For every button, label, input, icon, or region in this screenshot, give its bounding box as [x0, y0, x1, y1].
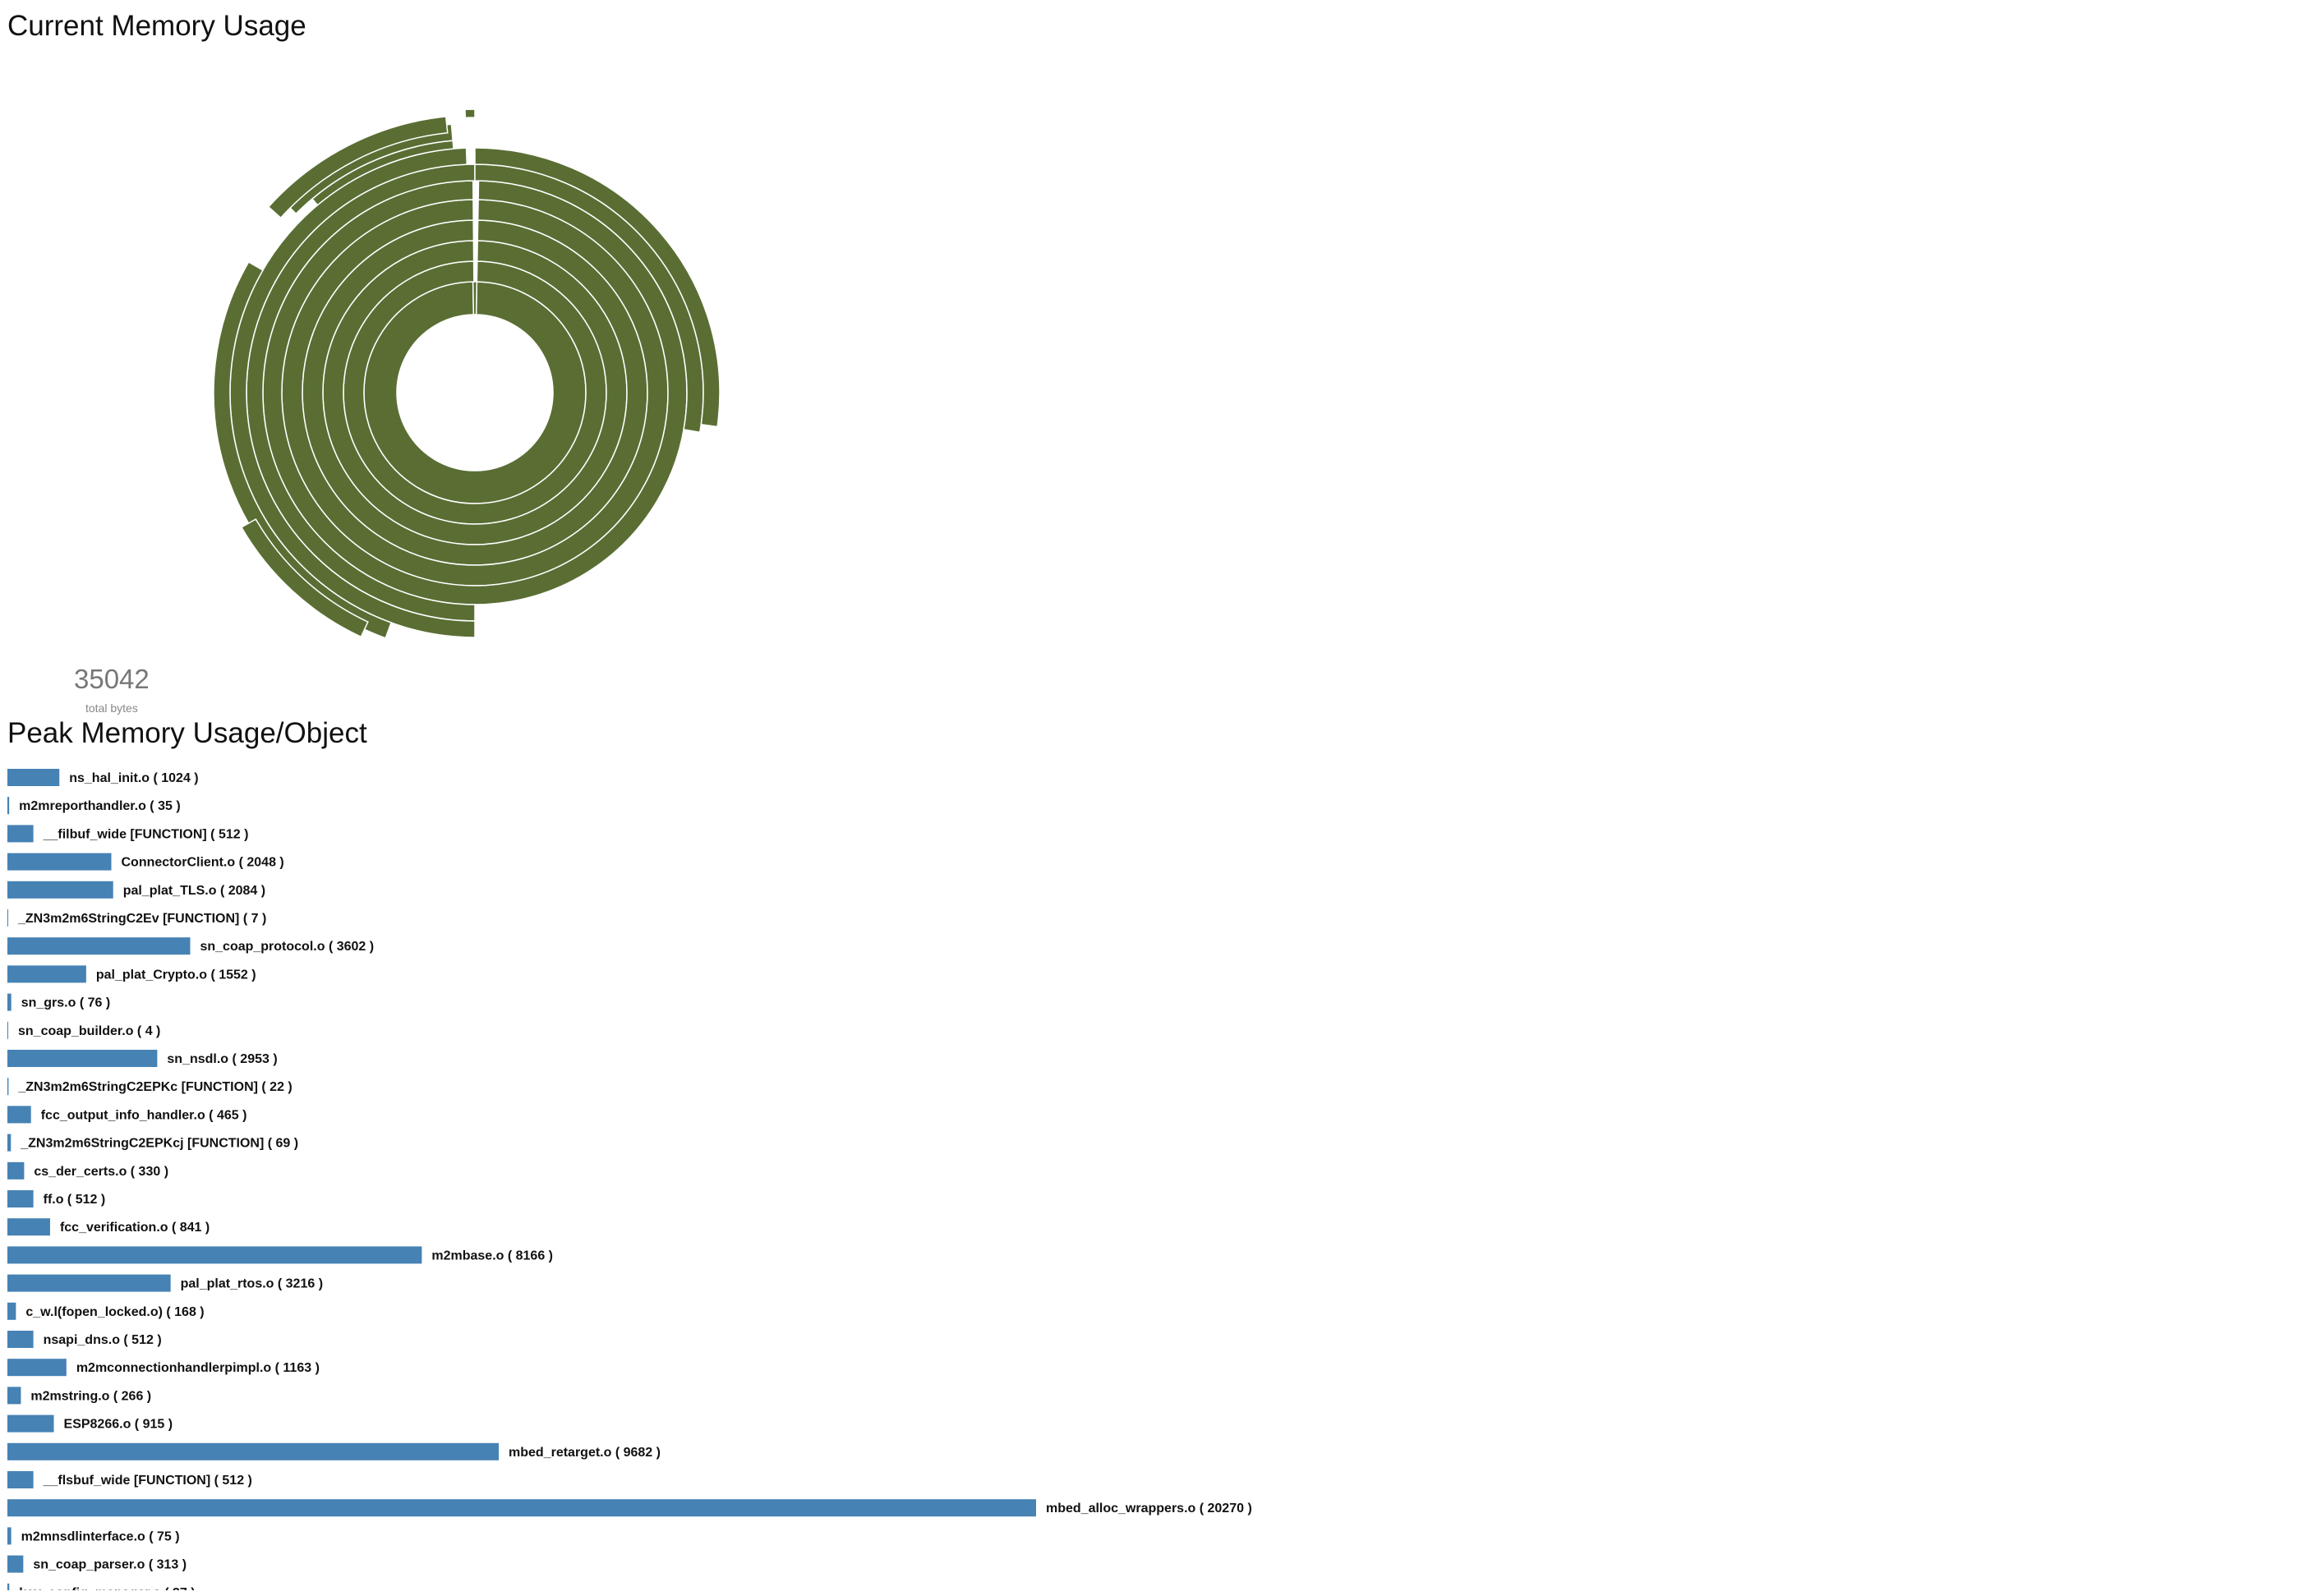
bar-label-6: sn_coap_protocol.o ( 3602 )	[200, 940, 374, 954]
bar-label-18: pal_plat_rtos.o ( 3216 )	[181, 1277, 323, 1291]
bar-6	[7, 937, 191, 955]
bar-label-19: c_w.l(fopen_locked.o) ( 168 )	[25, 1305, 204, 1319]
total-bytes-value: 35042	[74, 664, 150, 694]
bar-label-10: sn_nsdl.o ( 2953 )	[167, 1052, 277, 1066]
current-memory-title: Current Memory Usage	[7, 10, 306, 42]
sunburst-arc-10	[267, 116, 449, 219]
bar-label-11: _ZN3m2m6StringC2EPKc [FUNCTION] ( 22 )	[17, 1080, 292, 1094]
sunburst-chart: 35042 total bytes	[0, 49, 739, 715]
bar-22	[7, 1387, 21, 1405]
bar-label-28: sn_coap_parser.o ( 313 )	[33, 1558, 187, 1572]
bar-label-5: _ZN3m2m6StringC2Ev [FUNCTION] ( 7 )	[17, 912, 266, 926]
bar-label-1: m2mreporthandler.o ( 35 )	[19, 799, 181, 813]
bar-10	[7, 1050, 158, 1067]
bar-21	[7, 1359, 67, 1377]
bar-label-15: ff.o ( 512 )	[44, 1193, 106, 1207]
bar-0	[7, 769, 60, 786]
bar-27	[7, 1527, 12, 1545]
bar-label-2: __filbuf_wide [FUNCTION] ( 512 )	[43, 827, 249, 841]
bar-label-29: key_config_manager.o ( 37 )	[19, 1586, 195, 1590]
bar-17	[7, 1246, 422, 1264]
bar-label-24: mbed_retarget.o ( 9682 )	[509, 1446, 661, 1460]
bar-8	[7, 993, 12, 1011]
bar-25	[7, 1471, 34, 1488]
bar-label-14: cs_der_certs.o ( 330 )	[34, 1165, 168, 1179]
bar-label-21: m2mconnectionhandlerpimpl.o ( 1163 )	[76, 1361, 320, 1375]
bar-11	[7, 1078, 9, 1096]
bar-4	[7, 881, 113, 899]
bar-12	[7, 1106, 31, 1124]
bar-24	[7, 1442, 500, 1460]
sunburst-arc-7b	[474, 147, 721, 428]
bar-7	[7, 965, 86, 983]
bar-label-25: __flsbuf_wide [FUNCTION] ( 512 )	[43, 1474, 252, 1488]
bar-14	[7, 1161, 25, 1180]
bar-label-16: fcc_verification.o ( 841 )	[60, 1221, 210, 1235]
bar-13	[7, 1134, 12, 1152]
bar-19	[7, 1302, 16, 1320]
bar-label-4: pal_plat_TLS.o ( 2084 )	[123, 884, 265, 898]
bar-20	[7, 1331, 34, 1348]
peak-memory-title: Peak Memory Usage/Object	[7, 717, 367, 749]
bar-label-3: ConnectorClient.o ( 2048 )	[121, 856, 283, 870]
bar-label-17: m2mbase.o ( 8166 )	[431, 1249, 553, 1263]
bar-5	[7, 909, 8, 927]
bar-1	[7, 797, 10, 815]
bar-label-20: nsapi_dns.o ( 512 )	[44, 1333, 162, 1347]
bar-label-27: m2mnsdlinterface.o ( 75 )	[21, 1529, 180, 1543]
bar-label-22: m2mstring.o ( 266 )	[30, 1389, 151, 1403]
sunburst-arc-9a	[240, 517, 369, 638]
bar-label-9: sn_coap_builder.o ( 4 )	[18, 1024, 160, 1038]
bar-label-23: ESP8266.o ( 915 )	[64, 1418, 173, 1432]
bar-2	[7, 825, 34, 843]
bar-9	[7, 1021, 8, 1039]
bar-label-0: ns_hal_init.o ( 1024 )	[69, 771, 198, 785]
bar-3	[7, 853, 112, 871]
bar-15	[7, 1190, 34, 1207]
bar-label-13: _ZN3m2m6StringC2EPKcj [FUNCTION] ( 69 )	[20, 1137, 298, 1151]
bar-28	[7, 1555, 24, 1573]
total-bytes-label: total bytes	[85, 701, 138, 715]
bar-16	[7, 1218, 50, 1236]
sunburst-arc-0b	[472, 281, 478, 315]
bar-label-8: sn_grs.o ( 76 )	[21, 996, 110, 1010]
bar-label-26: mbed_alloc_wrappers.o ( 20270 )	[1046, 1502, 1252, 1516]
peak-memory-bar-chart: ns_hal_init.o ( 1024 ) m2mreporthandler.o…	[7, 769, 1252, 1590]
bar-18	[7, 1274, 171, 1292]
sunburst-arc-11	[464, 108, 476, 118]
bar-29	[7, 1583, 10, 1590]
bar-label-12: fcc_output_info_handler.o ( 465 )	[41, 1108, 247, 1122]
bar-label-7: pal_plat_Crypto.o ( 1552 )	[96, 968, 256, 982]
sunburst-svg	[213, 108, 721, 639]
bar-26	[7, 1499, 1036, 1517]
bar-23	[7, 1414, 54, 1433]
